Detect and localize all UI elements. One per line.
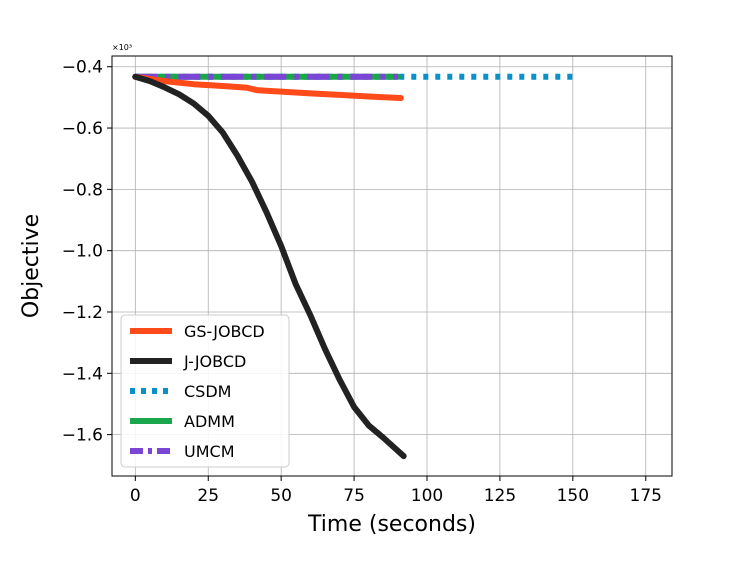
legend: GS-JOBCD J-JOBCD CSDM ADMM UMCM <box>120 314 290 468</box>
x-tick-label: 150 <box>557 486 589 506</box>
y-tick-label: −0.6 <box>62 119 103 139</box>
series-lines <box>132 73 573 460</box>
grid <box>112 56 672 476</box>
x-tick-label: 125 <box>484 486 516 506</box>
x-tick-label: 75 <box>343 486 365 506</box>
legend-label-j-jobcd: J-JOBCD <box>183 352 246 371</box>
legend-label-csdm: CSDM <box>184 382 231 401</box>
x-tick-label: 100 <box>411 486 443 506</box>
x-axis-label: Time (seconds) <box>307 512 476 537</box>
y-tick-label: −1.4 <box>62 364 103 384</box>
legend-box <box>120 314 290 468</box>
series-line-gs-jobcd <box>132 73 404 101</box>
legend-label-gs-jobcd: GS-JOBCD <box>184 322 265 341</box>
legend-label-admm: ADMM <box>184 412 235 431</box>
y-tick-label: −1.0 <box>62 242 103 262</box>
y-multiplier-label: ×10³ <box>112 43 132 52</box>
x-tick-label: 50 <box>270 486 292 506</box>
axis-ticks: 0 25 50 75 100 125 150 175 −0.4 −0.6 −0.8 −1.0 −1.2 −… <box>62 58 662 506</box>
x-tick-label: 175 <box>630 486 662 506</box>
y-tick-label: −0.4 <box>62 58 103 78</box>
legend-label-umcm: UMCM <box>184 442 235 461</box>
x-tick-label: 25 <box>197 486 219 506</box>
y-axis-label: Objective <box>19 214 44 318</box>
plot-frame <box>111 55 673 477</box>
series-line-j-jobcd <box>132 73 407 460</box>
y-tick-label: −1.6 <box>62 426 103 446</box>
y-tick-label: −0.8 <box>62 180 103 200</box>
x-tick-label: 0 <box>130 486 141 506</box>
y-tick-label: −1.2 <box>62 303 103 323</box>
